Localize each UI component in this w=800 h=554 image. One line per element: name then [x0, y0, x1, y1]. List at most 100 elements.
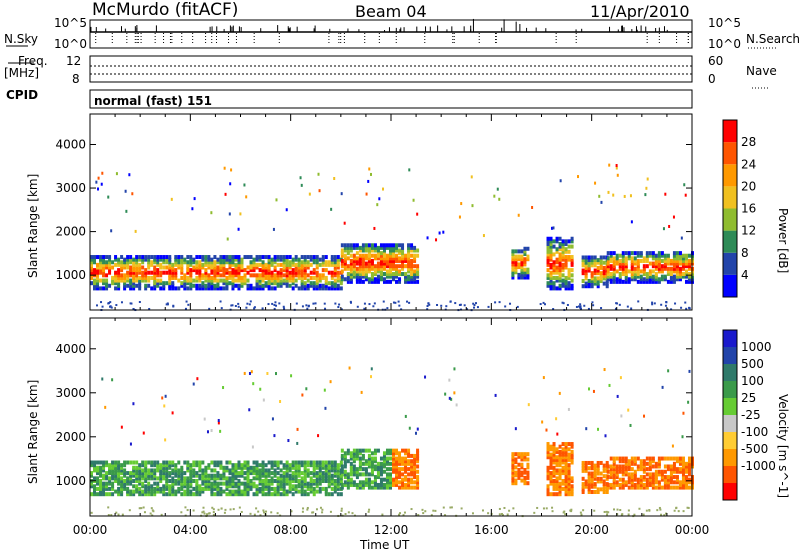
data-cell — [448, 396, 451, 400]
data-cell — [367, 279, 371, 284]
data-cell — [567, 257, 571, 262]
data-cell — [578, 305, 581, 308]
data-cell — [231, 268, 235, 273]
data-cell — [546, 244, 550, 249]
data-cell — [663, 469, 667, 474]
data-cell — [229, 508, 232, 511]
data-cell — [174, 473, 178, 478]
data-cell — [243, 281, 247, 286]
data-cell — [684, 475, 688, 480]
data-cell — [210, 283, 214, 288]
data-cell — [416, 451, 420, 456]
data-cell — [567, 486, 571, 491]
data-cell — [526, 254, 530, 259]
data-cell — [291, 471, 295, 476]
data-cell — [255, 257, 259, 262]
data-cell — [330, 286, 334, 291]
data-cell — [517, 462, 521, 467]
data-cell — [171, 463, 175, 468]
data-cell — [213, 492, 217, 497]
colorbar-swatch — [723, 432, 737, 449]
data-cell — [321, 262, 325, 267]
data-cell — [373, 279, 377, 284]
data-cell — [108, 270, 112, 275]
data-cell — [549, 286, 553, 291]
data-cell — [285, 275, 289, 280]
data-cell — [132, 273, 136, 278]
data-cell — [231, 283, 235, 288]
data-cell — [517, 213, 520, 217]
data-cell — [382, 482, 386, 487]
data-cell — [207, 481, 211, 486]
data-cell — [264, 273, 268, 278]
data-cell — [660, 472, 664, 477]
data-cell — [144, 471, 148, 476]
data-cell — [126, 260, 130, 265]
data-cell — [329, 510, 332, 513]
data-cell — [255, 281, 259, 286]
data-cell — [368, 508, 371, 511]
data-cell — [355, 467, 359, 472]
nave-label: Nave — [746, 64, 777, 78]
data-cell — [340, 274, 344, 279]
data-cell — [552, 260, 556, 265]
data-cell — [648, 253, 652, 258]
data-cell — [276, 278, 280, 283]
data-cell — [367, 264, 371, 269]
data-cell — [132, 460, 136, 465]
data-cell — [312, 460, 316, 465]
data-cell — [627, 477, 631, 482]
data-cell — [132, 402, 135, 406]
data-cell — [370, 367, 373, 371]
data-cell — [324, 489, 328, 494]
data-cell — [379, 245, 383, 250]
data-cell — [358, 451, 362, 456]
data-cell — [135, 260, 139, 265]
data-cell — [234, 278, 238, 283]
data-cell — [285, 270, 289, 275]
data-cell — [623, 194, 626, 198]
data-cell — [546, 257, 550, 262]
data-cell — [258, 281, 262, 286]
data-cell — [282, 273, 286, 278]
data-cell — [651, 303, 654, 306]
data-cell — [201, 511, 204, 514]
data-cell — [189, 257, 193, 262]
data-cell — [621, 469, 625, 474]
data-cell — [225, 486, 229, 491]
data-cell — [678, 467, 682, 472]
data-cell — [343, 261, 347, 266]
data-cell — [404, 256, 408, 261]
data-cell — [237, 302, 240, 305]
data-cell — [570, 262, 574, 267]
data-cell — [675, 256, 679, 261]
data-cell — [558, 468, 562, 473]
data-cell — [165, 473, 169, 478]
data-cell — [546, 247, 550, 252]
data-cell — [150, 507, 153, 510]
data-cell — [514, 481, 518, 486]
data-cell — [624, 482, 628, 487]
data-cell — [135, 484, 139, 489]
data-cell — [213, 473, 217, 478]
data-cell — [567, 468, 571, 473]
data-cell — [407, 485, 411, 490]
data-cell — [624, 279, 628, 284]
data-cell — [376, 264, 380, 269]
data-cell — [523, 267, 527, 272]
data-cell — [291, 460, 295, 465]
data-cell — [261, 481, 265, 486]
data-cell — [349, 245, 353, 250]
data-cell — [297, 465, 301, 470]
data-cell — [401, 256, 405, 261]
data-cell — [558, 260, 562, 265]
data-cell — [561, 479, 565, 483]
data-cell — [552, 468, 556, 473]
data-cell — [566, 303, 569, 306]
data-cell — [107, 506, 110, 509]
data-cell — [615, 256, 619, 261]
data-cell — [663, 482, 667, 487]
data-cell — [564, 265, 568, 270]
data-cell — [262, 509, 265, 512]
data-cell — [303, 281, 307, 286]
